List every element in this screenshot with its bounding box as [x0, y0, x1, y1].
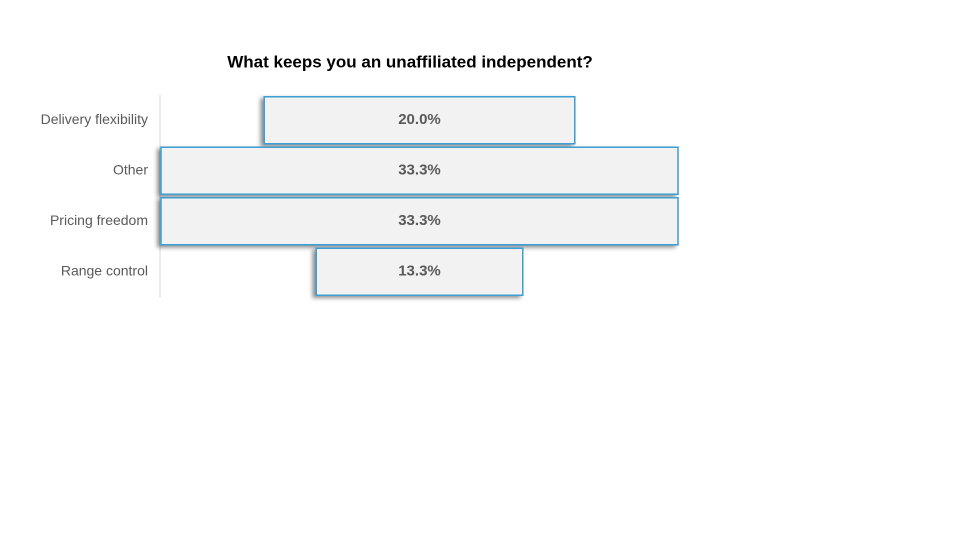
- category-label: Delivery flexibility: [41, 111, 148, 127]
- category-label: Other: [113, 161, 148, 177]
- bar: [160, 197, 679, 246]
- bar: [315, 247, 524, 296]
- category-label: Range control: [61, 262, 148, 278]
- value-label: 13.3%: [398, 263, 441, 280]
- value-label: 33.3%: [398, 162, 441, 179]
- bar: [263, 96, 576, 145]
- category-label: Pricing freedom: [50, 212, 148, 228]
- value-label: 33.3%: [398, 212, 441, 229]
- bar: [160, 146, 679, 195]
- value-label: 20.0%: [398, 111, 441, 128]
- chart-title: What keeps you an unaffiliated independe…: [227, 52, 593, 71]
